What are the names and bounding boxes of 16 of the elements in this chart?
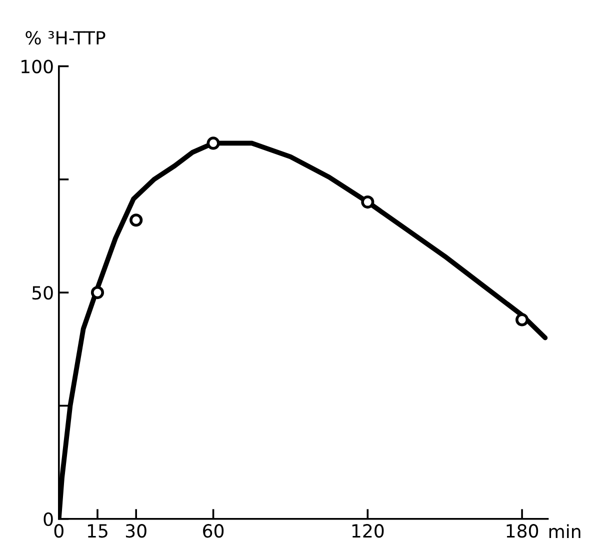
point [516, 313, 529, 326]
x-tick-label: 0 [54, 524, 64, 538]
y-tick-label: 50 [32, 286, 53, 300]
point [130, 214, 143, 227]
point [90, 286, 104, 300]
point [206, 136, 220, 150]
x-tick-label: 60 [203, 524, 224, 538]
y-tick-label: 0 [44, 512, 53, 526]
point [361, 195, 374, 209]
x-tick-label: 120 [352, 524, 384, 538]
x-axis-title: min [549, 524, 580, 538]
x-tick-label: 30 [126, 524, 146, 538]
x-tick-label: 180 [506, 524, 538, 538]
y-axis-title: % ³H-TTP [26, 30, 106, 45]
x-tick-label: 15 [88, 524, 108, 538]
y-tick-label: 100 [22, 60, 53, 74]
